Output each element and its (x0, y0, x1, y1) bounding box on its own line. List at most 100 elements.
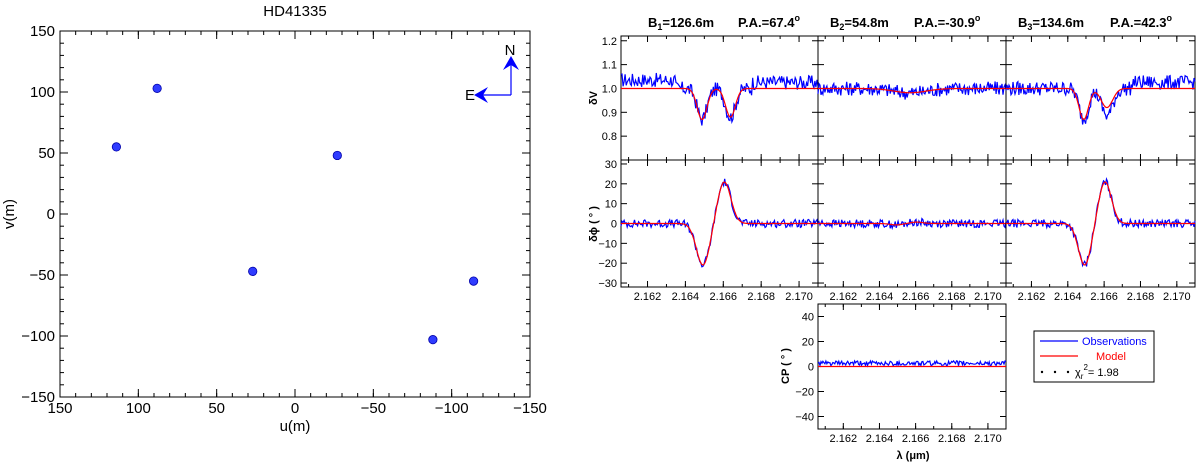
panel-frame (620, 35, 819, 161)
uv-xtick-label: 150 (47, 400, 72, 417)
cp-ylabel: CP ( ° ) (780, 348, 792, 384)
baseline-title-3: B3=134.6m P.A.=42.3o (1018, 13, 1173, 32)
xtick-label: 2.166 (902, 433, 930, 445)
svg-text:P.A.=67.4o: P.A.=67.4o (738, 13, 801, 30)
svg-text:P.A.=-30.9o: P.A.=-30.9o (914, 13, 981, 30)
observations-series (620, 72, 819, 126)
legend-dot (1066, 370, 1070, 374)
ytick-label: −20 (795, 387, 814, 399)
baseline-2-deg: o (975, 13, 981, 23)
xtick-label: 2.170 (974, 291, 1002, 303)
uv-xtick-label: −50 (361, 400, 386, 417)
ytick-label: 1.1 (602, 60, 617, 72)
uv-ytick-label: 150 (30, 23, 55, 40)
ytick-label: 20 (605, 179, 617, 191)
xtick-label: 2.164 (672, 291, 700, 303)
interferometry-panels: 1.2 1.1 1.0 0.9 0.8 2.162 2.164 2.166 2.168 2.170… (598, 35, 1196, 445)
compass-east-label: E (465, 87, 475, 104)
ytick-label: −20 (598, 258, 617, 270)
uv-point (152, 83, 162, 93)
uv-xtick-label: 50 (208, 400, 225, 417)
uv-ytick-label: 0 (47, 206, 55, 223)
uv-point (428, 335, 438, 345)
observations-series (817, 217, 1007, 231)
model-series (621, 87, 818, 120)
xtick-label: 2.164 (866, 433, 894, 445)
ytick-label: 40 (802, 312, 814, 324)
panel-dphi-1: 2.162 2.164 2.166 2.168 2.170 30 20 10 0 −10 −20 −3… (598, 159, 819, 303)
xtick-label: 2.162 (634, 291, 662, 303)
uv-xlabel: u(m) (280, 418, 311, 435)
baseline-2-pa: P.A.=-30.9 (914, 15, 975, 30)
ytick-label: −10 (598, 238, 617, 250)
ytick-label: −30 (598, 278, 617, 290)
uv-xtick-label: 100 (126, 400, 151, 417)
uv-ytick-label: −100 (21, 328, 55, 345)
baseline-1-deg: o (795, 13, 801, 23)
ytick-label: −40 (795, 412, 814, 424)
ytick-label: 30 (605, 159, 617, 171)
baseline-2-sub: 2 (839, 22, 844, 32)
xtick-label: 2.162 (830, 433, 858, 445)
xtick-label: 2.170 (974, 433, 1002, 445)
legend-chi-value: = 1.98 (1088, 367, 1119, 379)
panel-dv-1: 1.2 1.1 1.0 0.9 0.8 (602, 35, 819, 161)
baseline-3-length: =134.6m (1032, 15, 1084, 30)
xtick-label: 2.162 (1018, 291, 1046, 303)
baseline-title-1: B1=126.6m P.A.=67.4o (648, 13, 801, 32)
ytick-label: 0 (611, 219, 617, 231)
uv-ticks: 150 100 50 0 −50 −100 −150 −150 −100 −50 0 50 100 150 (21, 23, 547, 417)
xtick-label: 2.166 (1090, 291, 1118, 303)
uv-ylabel: v(m) (1, 199, 18, 229)
legend-dot (1040, 370, 1044, 374)
model-series (818, 221, 1006, 226)
observations-series (817, 81, 1007, 100)
uv-ytick-label: 100 (30, 84, 55, 101)
xtick-label: 2.168 (1127, 291, 1155, 303)
uv-xtick-label: −100 (435, 400, 469, 417)
uv-xtick-label: 0 (291, 400, 299, 417)
legend-dot (1053, 370, 1057, 374)
legend-model-label: Model (1096, 351, 1126, 363)
uv-point (111, 142, 122, 152)
baseline-3-b: B (1018, 15, 1027, 30)
svg-text:P.A.=42.3o: P.A.=42.3o (1110, 13, 1173, 30)
uv-point (248, 266, 258, 276)
legend-observations-label: Observations (1082, 336, 1147, 348)
ytick-label: 0.9 (602, 107, 617, 119)
uv-points (111, 83, 479, 345)
baseline-1-sub: 1 (657, 22, 662, 32)
baseline-3-pa: P.A.=42.3 (1110, 15, 1167, 30)
compass-north-arrow-icon (503, 56, 519, 70)
xtick-label: 2.168 (747, 291, 775, 303)
dphi-ylabel: δϕ ( ° ) (588, 206, 600, 242)
panel-dphi-3: 2.162 2.164 2.166 2.168 2.170 (1005, 159, 1196, 303)
legend: Observations Model χr2= 1.98 (1033, 330, 1155, 383)
model-series (1006, 181, 1195, 266)
ytick-label: 1.0 (602, 83, 617, 95)
xtick-label: 2.170 (785, 291, 813, 303)
compass: N E (465, 42, 519, 104)
baseline-title-2: B2=54.8m P.A.=-30.9o (830, 13, 981, 32)
uv-plot-frame (59, 30, 531, 398)
baseline-3-deg: o (1167, 13, 1173, 23)
model-series (1006, 87, 1195, 120)
observations-series (817, 359, 1007, 368)
svg-text:B3=134.6m: B3=134.6m (1018, 15, 1084, 32)
baseline-1-b: B (648, 15, 657, 30)
uv-ytick-label: −50 (30, 267, 55, 284)
baseline-2-length: =54.8m (844, 15, 888, 30)
uv-title: HD41335 (263, 3, 326, 20)
uv-point (468, 276, 479, 286)
xtick-label: 2.166 (902, 291, 930, 303)
ytick-label: 10 (605, 199, 617, 211)
baseline-1-length: =126.6m (662, 15, 714, 30)
uv-xtick-label: −150 (513, 400, 547, 417)
svg-text:B1=126.6m: B1=126.6m (648, 15, 714, 32)
uv-point (332, 150, 342, 161)
uv-ytick-label: −150 (21, 389, 55, 406)
baseline-2-b: B (830, 15, 839, 30)
ytick-label: 0.8 (602, 131, 617, 143)
panel-dv-2 (817, 35, 1007, 161)
